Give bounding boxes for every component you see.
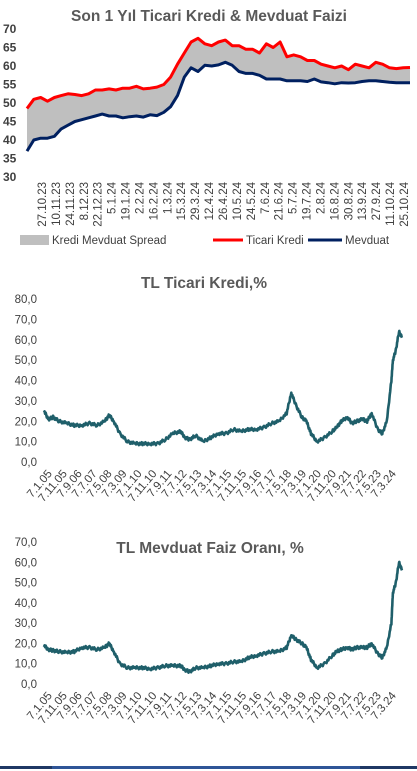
y-tick-label: 30 bbox=[3, 170, 17, 184]
x-tick-label: 12.4.24 bbox=[204, 181, 216, 220]
bottom-rule bbox=[0, 766, 417, 769]
y-tick-label: 60 bbox=[3, 59, 17, 73]
x-tick-label: 19.7.24 bbox=[302, 181, 314, 220]
legend-swatch-spread bbox=[20, 235, 49, 245]
y-tick-label: 30,0 bbox=[15, 618, 37, 630]
chart-2-svg: TL Ticari Kredi,% 0,0 10,0 20,0 30,0 40,0 50,0… bbox=[15, 275, 404, 505]
y-tick-label: 20,0 bbox=[15, 416, 37, 428]
y-tick-label: 50 bbox=[3, 96, 17, 110]
x-tick-label: 25.10.24 bbox=[399, 181, 411, 226]
x-tick-label: 24.11.23 bbox=[65, 182, 77, 226]
y-tick-label: 70 bbox=[3, 22, 17, 36]
y-tick-label: 40 bbox=[3, 133, 17, 147]
y-tick-label: 40,0 bbox=[15, 376, 37, 388]
x-tick-label: 24.5.24 bbox=[246, 181, 258, 220]
mevduat-line bbox=[25, 60, 410, 152]
y-tick-label: 50,0 bbox=[15, 355, 37, 367]
x-tick-label: 11.10.24 bbox=[385, 181, 397, 226]
x-tick-label: 15.3.24 bbox=[176, 181, 188, 220]
x-tick-label: 10.5.24 bbox=[232, 181, 244, 220]
x-tick-label: 13.9.24 bbox=[357, 181, 369, 220]
x-tick-label: 2.8.24 bbox=[315, 181, 327, 214]
y-tick-label: 65 bbox=[3, 41, 17, 55]
legend-label-mevduat: Mevduat bbox=[345, 235, 390, 247]
x-tick-label: 21.6.24 bbox=[274, 181, 286, 220]
x-tick-label: 5.7.24 bbox=[288, 181, 300, 214]
x-tick-label: 10.11.23 bbox=[51, 182, 63, 226]
x-tick-label: 16.2.24 bbox=[148, 181, 160, 220]
y-tick-label: 0,0 bbox=[21, 457, 37, 469]
chart-title: TL Mevduat Faiz Oranı, % bbox=[116, 540, 304, 557]
x-tick-label: 8.12.23 bbox=[79, 182, 91, 220]
x-tick-label: 2.2.24 bbox=[134, 181, 146, 214]
x-tick-label: 27.9.24 bbox=[371, 181, 383, 220]
y-tick-label: 10,0 bbox=[15, 659, 37, 671]
y-tick-label: 70,0 bbox=[15, 537, 37, 549]
x-tick-label: 30.8.24 bbox=[343, 181, 355, 220]
y-tick-label: 70,0 bbox=[15, 314, 37, 326]
y-tick-label: 45 bbox=[3, 115, 17, 129]
y-tick-label: 50,0 bbox=[15, 578, 37, 590]
x-tick-label: 1.3.24 bbox=[162, 181, 174, 214]
y-tick-label: 80,0 bbox=[15, 294, 37, 306]
x-tick-label: 5.1.24 bbox=[107, 181, 119, 214]
spread-area bbox=[27, 38, 410, 152]
x-tick-label: 19.1.24 bbox=[121, 181, 133, 220]
y-tick-label: 60,0 bbox=[15, 557, 37, 569]
chart-1: Son 1 Yıl Ticari Kredi & Mevduat Faizi 30… bbox=[0, 0, 417, 255]
series-line bbox=[42, 329, 404, 447]
y-tick-label: 10,0 bbox=[15, 437, 37, 449]
y-tick-label: 35 bbox=[3, 152, 17, 166]
x-tick-label: 16.8.24 bbox=[329, 181, 341, 220]
y-tick-label: 40,0 bbox=[15, 598, 37, 610]
chart-3-svg: TL Mevduat Faiz Oranı, % 0,0 10,0 20,0 30,0 4… bbox=[15, 537, 404, 727]
x-tick-label: 27.10.23 bbox=[37, 182, 49, 227]
y-tick-label: 30,0 bbox=[15, 396, 37, 408]
chart-1-svg: Son 1 Yıl Ticari Kredi & Mevduat Faizi 30… bbox=[3, 8, 411, 247]
x-tick-label: 7.6.24 bbox=[260, 181, 272, 214]
x-tick-label: 29.3.24 bbox=[190, 181, 202, 220]
y-tick-label: 55 bbox=[3, 78, 17, 92]
legend-label-ticari-kredi: Ticari Kredi bbox=[246, 235, 304, 247]
chart-title: Son 1 Yıl Ticari Kredi & Mevduat Faizi bbox=[71, 8, 347, 25]
chart-title: TL Ticari Kredi,% bbox=[141, 275, 267, 292]
chart-2: TL Ticari Kredi,% 0,0 10,0 20,0 30,0 40,0 50,0… bbox=[0, 262, 417, 524]
legend-label-spread: Kredi Mevduat Spread bbox=[52, 235, 166, 247]
series-line bbox=[42, 560, 404, 674]
x-tick-label: 26.4.24 bbox=[218, 181, 230, 220]
chart-3: TL Mevduat Faiz Oranı, % 0,0 10,0 20,0 30,0 4… bbox=[0, 524, 417, 764]
y-tick-label: 0,0 bbox=[21, 679, 37, 691]
ticari-kredi-line bbox=[25, 36, 411, 110]
y-tick-label: 60,0 bbox=[15, 335, 37, 347]
x-tick-label: 22.12.23 bbox=[93, 182, 105, 227]
y-tick-label: 20,0 bbox=[15, 638, 37, 650]
